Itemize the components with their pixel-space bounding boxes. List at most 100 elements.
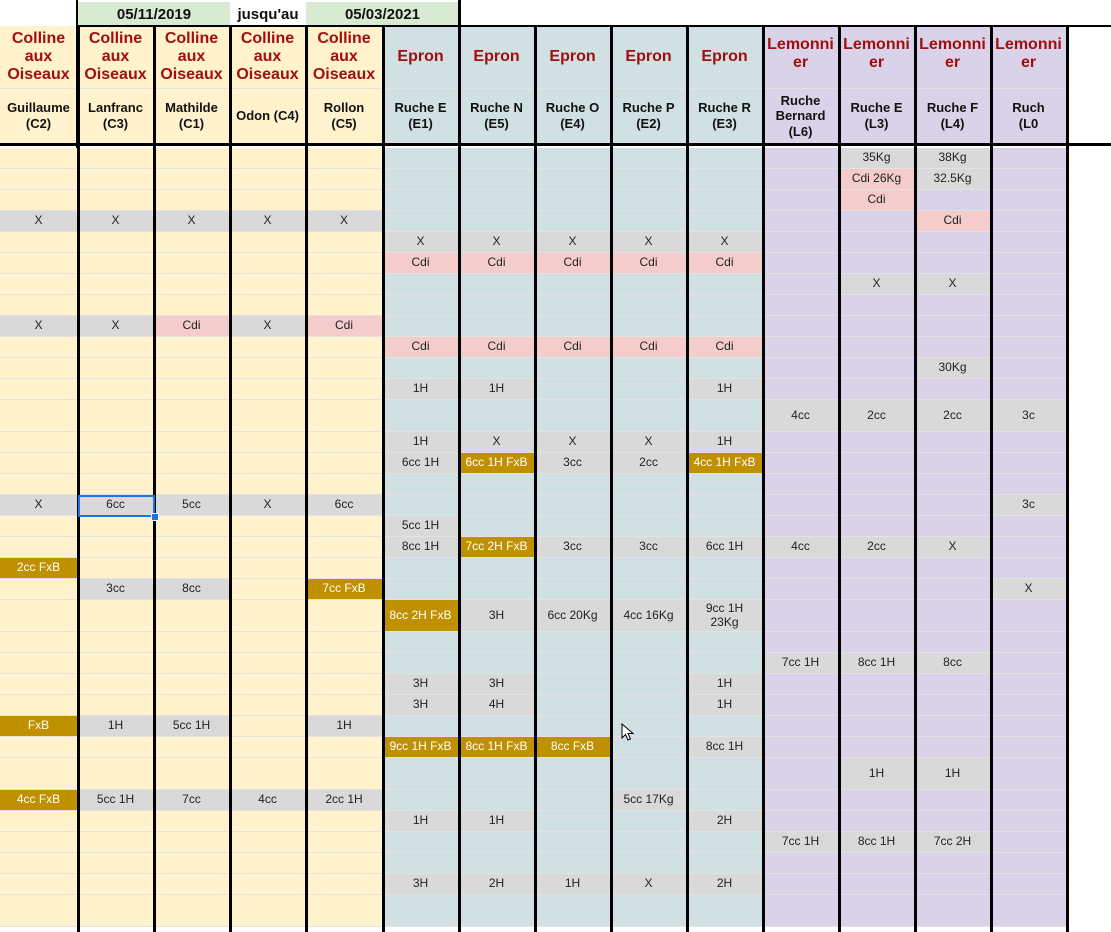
data-cell[interactable] <box>383 758 459 790</box>
data-cell[interactable] <box>763 211 839 232</box>
data-cell[interactable] <box>611 316 687 337</box>
fill-handle[interactable] <box>151 513 159 521</box>
data-cell[interactable] <box>306 190 383 211</box>
hive-header-cell[interactable]: Ruche O (E4) <box>535 89 611 144</box>
hive-header-cell[interactable]: Ruche N (E5) <box>459 89 535 144</box>
data-cell[interactable] <box>154 169 230 190</box>
data-cell[interactable] <box>839 358 915 379</box>
data-cell[interactable] <box>230 432 306 453</box>
data-cell[interactable] <box>991 516 1067 537</box>
data-cell[interactable] <box>535 758 611 790</box>
data-cell[interactable] <box>306 169 383 190</box>
data-cell[interactable] <box>763 274 839 295</box>
data-cell[interactable] <box>306 474 383 495</box>
data-cell[interactable] <box>0 274 78 295</box>
data-cell[interactable] <box>991 358 1067 379</box>
data-cell[interactable] <box>383 579 459 600</box>
data-cell[interactable]: 3cc <box>535 537 611 558</box>
data-cell[interactable] <box>535 169 611 190</box>
data-cell[interactable] <box>839 453 915 474</box>
data-cell[interactable] <box>78 737 154 758</box>
data-cell[interactable] <box>915 674 991 695</box>
data-cell[interactable] <box>915 811 991 832</box>
data-cell[interactable] <box>154 432 230 453</box>
data-cell[interactable] <box>230 169 306 190</box>
data-cell[interactable] <box>687 579 763 600</box>
data-cell[interactable] <box>306 695 383 716</box>
data-cell[interactable] <box>154 337 230 358</box>
data-cell[interactable] <box>0 874 78 895</box>
data-cell[interactable] <box>991 600 1067 632</box>
data-cell[interactable] <box>230 853 306 874</box>
data-cell[interactable] <box>78 516 154 537</box>
data-cell[interactable]: X <box>915 537 991 558</box>
data-cell[interactable] <box>78 632 154 653</box>
data-cell[interactable] <box>459 400 535 432</box>
data-cell[interactable] <box>0 632 78 653</box>
data-cell[interactable]: Cdi <box>459 337 535 358</box>
data-cell[interactable] <box>535 853 611 874</box>
data-cell[interactable] <box>763 474 839 495</box>
data-cell[interactable] <box>78 674 154 695</box>
data-cell[interactable] <box>915 895 991 927</box>
data-cell[interactable] <box>839 316 915 337</box>
data-cell[interactable]: 4cc 1H FxB <box>687 453 763 474</box>
data-cell[interactable] <box>0 474 78 495</box>
data-cell[interactable]: 2H <box>687 811 763 832</box>
data-cell[interactable] <box>306 274 383 295</box>
data-cell[interactable]: X <box>611 232 687 253</box>
data-cell[interactable] <box>78 474 154 495</box>
data-cell[interactable] <box>0 516 78 537</box>
data-cell[interactable] <box>535 516 611 537</box>
data-cell[interactable] <box>306 253 383 274</box>
hive-header-cell[interactable]: Rollon (C5) <box>306 89 383 144</box>
data-cell[interactable] <box>991 653 1067 674</box>
data-cell[interactable] <box>306 337 383 358</box>
data-cell[interactable] <box>78 853 154 874</box>
data-cell[interactable] <box>154 674 230 695</box>
data-cell[interactable] <box>611 811 687 832</box>
data-cell[interactable]: 2cc <box>611 453 687 474</box>
data-cell[interactable] <box>383 316 459 337</box>
data-cell[interactable] <box>991 558 1067 579</box>
data-cell[interactable] <box>154 295 230 316</box>
data-cell[interactable] <box>383 632 459 653</box>
data-cell[interactable] <box>306 832 383 853</box>
data-cell[interactable]: X <box>611 432 687 453</box>
data-cell[interactable] <box>306 516 383 537</box>
data-cell[interactable] <box>154 811 230 832</box>
data-cell[interactable] <box>991 695 1067 716</box>
data-cell[interactable] <box>915 316 991 337</box>
data-cell[interactable] <box>991 253 1067 274</box>
data-cell[interactable]: 30Kg <box>915 358 991 379</box>
data-cell[interactable] <box>459 632 535 653</box>
data-cell[interactable]: 6cc 1H <box>687 537 763 558</box>
data-cell[interactable] <box>154 632 230 653</box>
data-cell[interactable] <box>306 379 383 400</box>
data-cell[interactable] <box>230 516 306 537</box>
data-cell[interactable]: 8cc FxB <box>535 737 611 758</box>
data-cell[interactable] <box>687 853 763 874</box>
data-cell[interactable] <box>535 811 611 832</box>
data-cell[interactable] <box>535 474 611 495</box>
data-cell[interactable]: 3H <box>383 695 459 716</box>
data-cell[interactable] <box>915 600 991 632</box>
data-cell[interactable] <box>230 253 306 274</box>
data-cell[interactable] <box>78 358 154 379</box>
data-cell[interactable]: Cdi <box>383 253 459 274</box>
data-cell[interactable] <box>0 358 78 379</box>
data-cell[interactable]: 4cc <box>230 790 306 811</box>
data-cell[interactable]: 4cc 16Kg <box>611 600 687 632</box>
data-cell[interactable] <box>78 811 154 832</box>
period-start[interactable]: 05/11/2019 <box>78 2 230 26</box>
data-cell[interactable] <box>306 811 383 832</box>
data-cell[interactable] <box>459 832 535 853</box>
data-cell[interactable] <box>991 432 1067 453</box>
data-cell[interactable]: 5cc 17Kg <box>611 790 687 811</box>
data-cell[interactable] <box>839 295 915 316</box>
data-cell[interactable] <box>230 453 306 474</box>
data-cell[interactable] <box>535 316 611 337</box>
data-cell[interactable] <box>991 758 1067 790</box>
data-cell[interactable] <box>535 358 611 379</box>
data-cell[interactable] <box>763 853 839 874</box>
